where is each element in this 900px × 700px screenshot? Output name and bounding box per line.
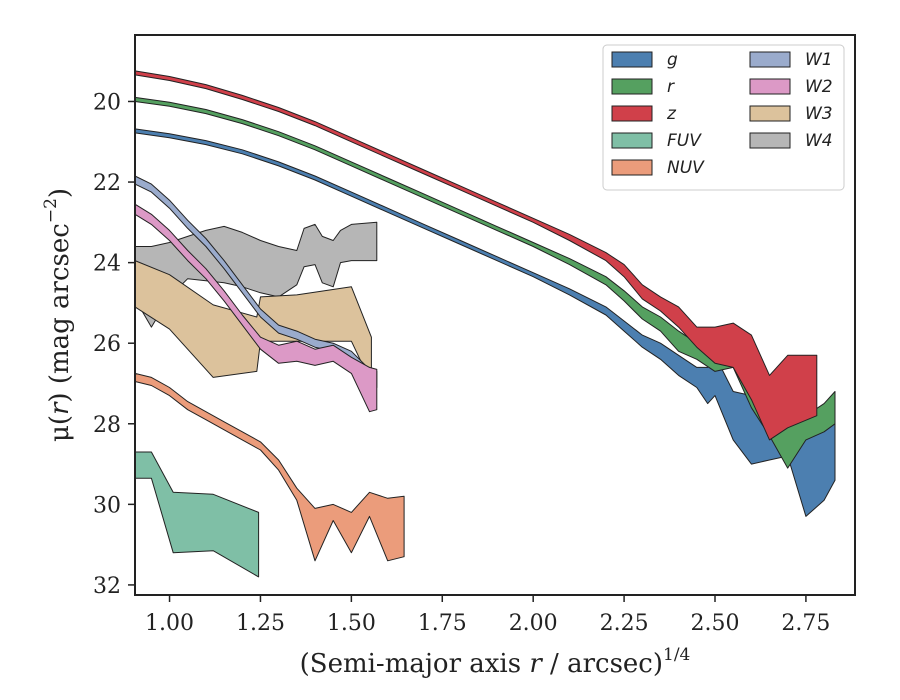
legend-label-z: z — [666, 104, 677, 124]
band-z — [134, 70, 818, 441]
y-tick-label: 20 — [93, 90, 121, 115]
y-tick-label: 30 — [93, 493, 121, 518]
legend-label-nuv: NUV — [667, 158, 705, 178]
y-tick-label: 26 — [93, 332, 121, 357]
y-tick-label: 24 — [93, 252, 121, 277]
legend-swatch-nuv — [611, 159, 653, 176]
series-bands — [134, 70, 836, 578]
x-tick-label: 1.50 — [327, 611, 376, 636]
legend-swatch-z — [611, 105, 653, 122]
legend-label-w1: W1 — [805, 50, 833, 70]
legend-label-w3: W3 — [805, 104, 833, 124]
band-g — [134, 128, 836, 517]
x-tick-label: 1.75 — [418, 611, 467, 636]
legend-swatch-w1 — [749, 51, 791, 68]
y-tick-label: 22 — [93, 171, 121, 196]
plot-frame — [134, 34, 856, 596]
legend-swatch-w2 — [749, 78, 791, 95]
legend-swatch-w3 — [749, 105, 791, 122]
x-tick-label: 2.75 — [781, 611, 830, 636]
legend-label-fuv: FUV — [667, 131, 702, 151]
legend-swatch-w4 — [749, 132, 791, 149]
legend-label-r: r — [667, 77, 675, 97]
band-nuv — [134, 372, 405, 562]
x-tick-label: 1.25 — [236, 611, 285, 636]
y-tick-label: 28 — [93, 413, 121, 438]
x-axis-label: (Semi-major axis r / arcsec)1/4 — [300, 645, 691, 679]
x-tick-label: 1.00 — [145, 611, 194, 636]
band-w2 — [134, 203, 378, 413]
legend-label-g: g — [667, 50, 678, 70]
legend-swatch-fuv — [611, 132, 653, 149]
y-axis-label: μ(r) (mag arcsec−2) — [41, 188, 75, 442]
legend-swatch-g — [611, 51, 653, 68]
legend-swatch-r — [611, 78, 653, 95]
legend: grz FUV NUV W1 W2 W3 W4 — [602, 44, 845, 191]
band-r — [134, 96, 836, 469]
band-fuv — [134, 451, 260, 578]
legend-label-w2: W2 — [805, 77, 833, 97]
x-tick-label: 2.25 — [600, 611, 649, 636]
y-tick-label: 32 — [93, 574, 121, 599]
band-w4 — [134, 221, 378, 328]
legend-label-w4: W4 — [805, 131, 833, 151]
x-tick-label: 2.50 — [691, 611, 740, 636]
x-tick-label: 2.00 — [509, 611, 558, 636]
axis-ticks: 1.00 1.25 1.50 1.75 2.00 2.25 2.50 2.75 20 22 24 26… — [93, 90, 830, 636]
